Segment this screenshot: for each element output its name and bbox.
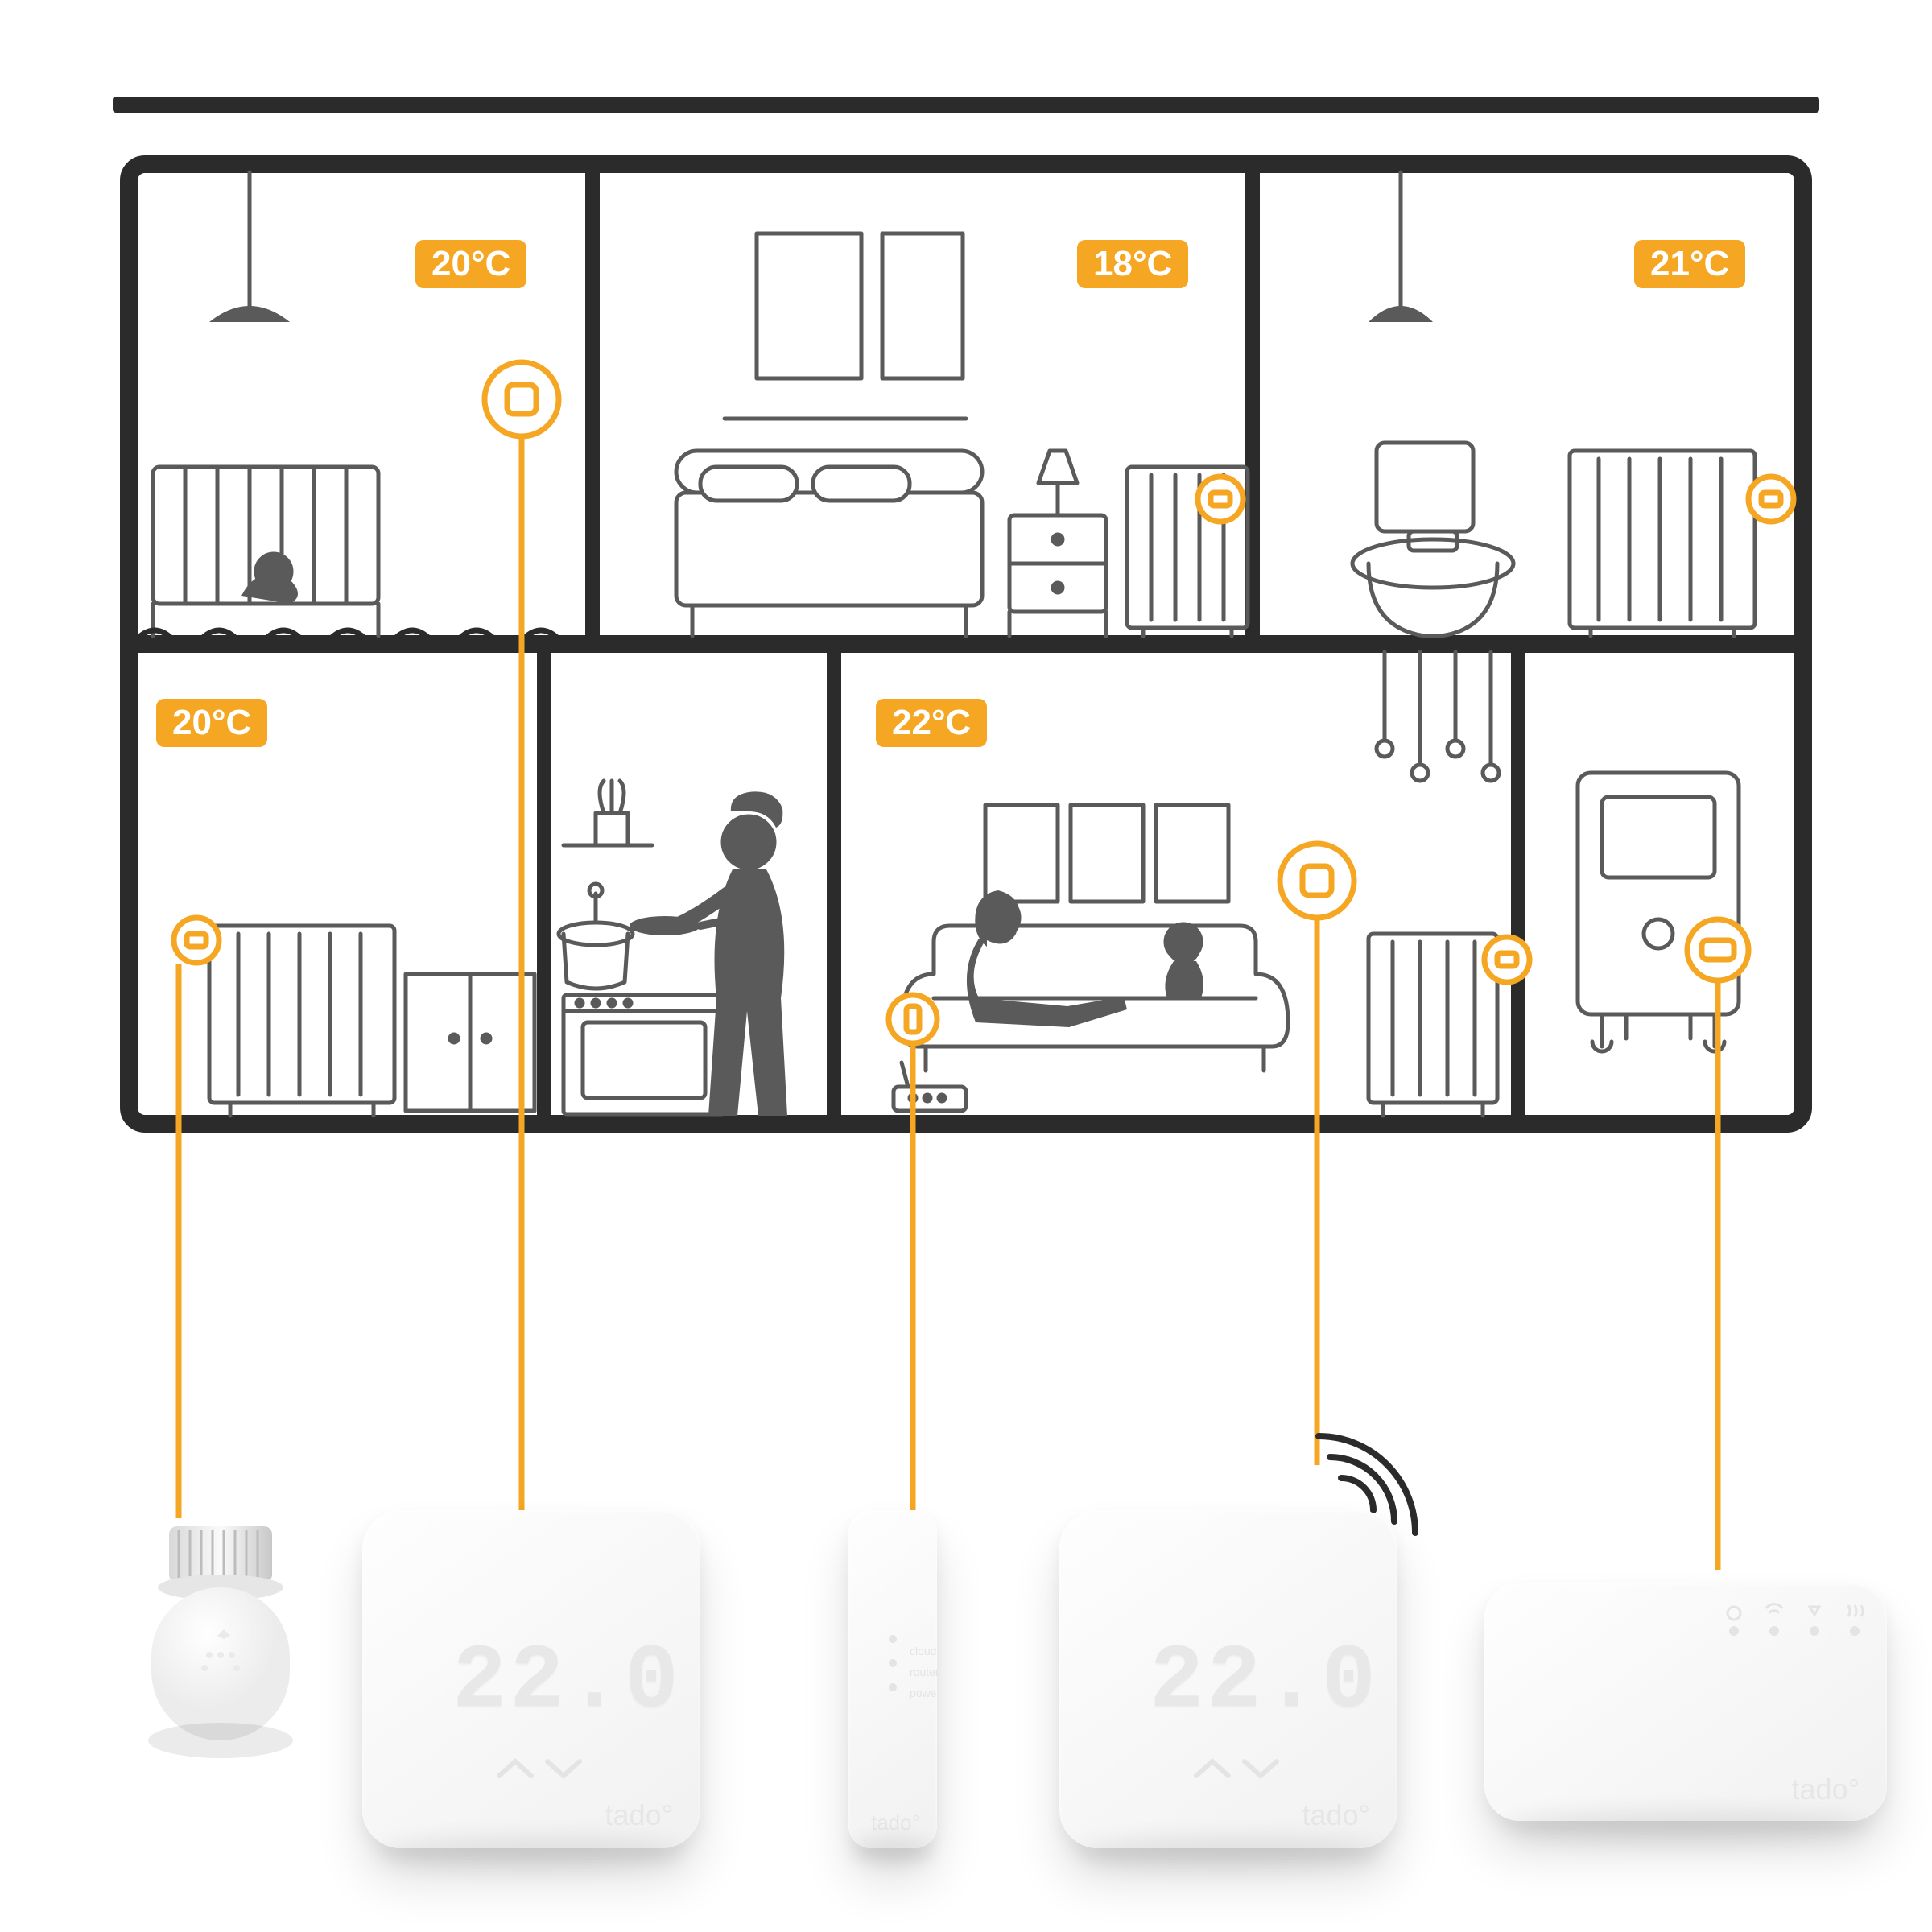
product-wireless-thermostat: 22.0 tado° <box>1059 1510 1397 1848</box>
product-bridge: cloud router power tado° <box>848 1510 937 1848</box>
room-boiler-icon <box>1578 773 1739 1051</box>
temp-badge: 21°C <box>1634 240 1745 288</box>
svg-text:cloud: cloud <box>910 1645 936 1657</box>
temp-badge: 18°C <box>1077 240 1188 288</box>
product-thermostat: 22.0 tado° <box>362 1510 700 1848</box>
valve-marker-icon <box>1198 477 1243 522</box>
svg-text:router: router <box>910 1666 937 1678</box>
valve-marker-icon <box>1748 477 1794 522</box>
svg-text:power: power <box>910 1686 937 1699</box>
radiator-icon <box>209 926 394 1116</box>
radiator-icon <box>1570 451 1755 636</box>
product-radiator-valve <box>132 1518 309 1776</box>
room-kitchen-icon <box>559 781 787 1116</box>
valve-marker-icon <box>174 918 219 963</box>
radiator-icon <box>1368 934 1497 1116</box>
valve-marker-icon <box>1484 937 1530 982</box>
temp-badge: 20°C <box>415 240 526 288</box>
temp-badge: 22°C <box>876 699 987 747</box>
product-extension-kit: tado° <box>1484 1583 1887 1821</box>
infographic-canvas: 20°C 18°C 21°C 20°C 22°C 22. <box>0 0 1932 1932</box>
temp-badge: 20°C <box>156 699 267 747</box>
room-hall-icon <box>209 926 535 1116</box>
room-bedroom-icon <box>676 233 1248 636</box>
